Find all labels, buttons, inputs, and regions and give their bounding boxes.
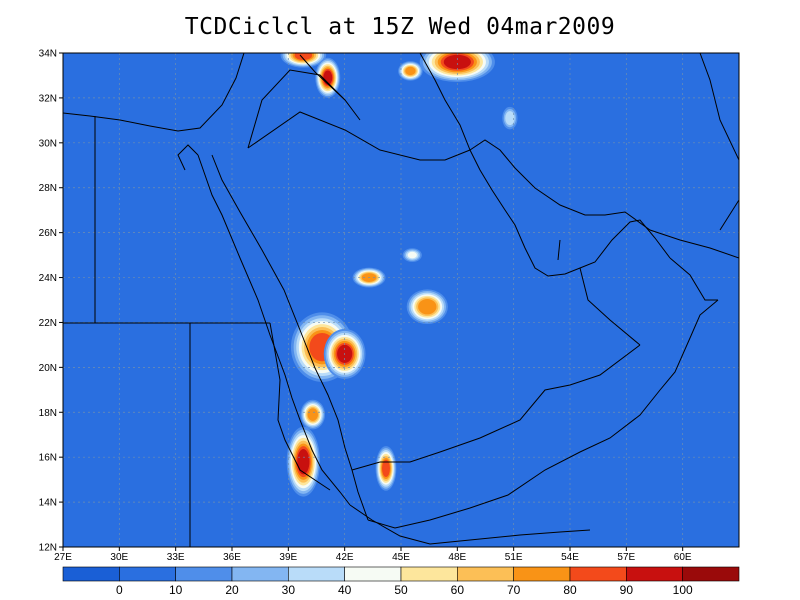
cloud-contour-100: [443, 54, 471, 70]
colorbar-swatch: [513, 566, 571, 582]
tick-label-lat: 14N: [39, 498, 57, 509]
colorbar-label: 40: [338, 583, 352, 597]
tick-label-lon: 48E: [448, 552, 466, 563]
coastline-gulf-of-aden: [367, 299, 719, 529]
coastline-iran-gulf: [469, 139, 739, 259]
tick-label-lat: 28N: [39, 183, 57, 194]
cloud-feature: [286, 426, 321, 497]
colorbar-label: 0: [116, 583, 123, 597]
border-saudi-oman-uae: [579, 267, 641, 346]
colorbar-swatch: [62, 566, 120, 582]
cloud-feature: [402, 248, 422, 262]
colorbar-label: 70: [507, 583, 521, 597]
colorbar-label: 80: [563, 583, 577, 597]
colorbar-label: 100: [673, 583, 693, 597]
cloud-contour-80: [418, 299, 437, 315]
colorbar-swatch: [175, 566, 233, 582]
cloud-feature: [502, 106, 518, 130]
colorbar-swatch: [569, 566, 627, 582]
border-syria-iraq: [299, 54, 346, 101]
tick-label-lat: 22N: [39, 318, 57, 329]
cloud-contour-90: [294, 53, 313, 61]
colorbar-swatch: [119, 566, 176, 582]
cloud-feature: [352, 267, 386, 288]
colorbar-swatch: [626, 566, 683, 582]
border-jordan-iraq: [247, 69, 361, 149]
coastline-gulf-of-suez: [177, 144, 199, 171]
coastline-horn-africa: [349, 504, 591, 545]
colorbar-swatch: [400, 566, 458, 582]
colorbar-label: 10: [169, 583, 183, 597]
coastlines-and-borders: [63, 53, 739, 547]
colorbar-swatch: [231, 566, 289, 582]
cloud-contour-40: [505, 111, 515, 126]
tick-label-lon: 33E: [167, 552, 185, 563]
tick-label-lon: 39E: [279, 552, 297, 563]
cloud-contour-80: [307, 408, 318, 421]
colorbar-label: 20: [225, 583, 239, 597]
cloud-feature: [315, 57, 341, 98]
tick-label-lat: 32N: [39, 93, 57, 104]
cloud-contour-100: [297, 448, 310, 475]
cloud-feature: [406, 289, 448, 325]
coastline-arabian-sea: [669, 257, 718, 301]
colorbar-label: 60: [451, 583, 465, 597]
colorbar-swatch: [288, 566, 345, 582]
tick-label-lon: 27E: [54, 552, 72, 563]
tick-label-lat: 18N: [39, 408, 57, 419]
tick-label-lat: 34N: [39, 49, 57, 60]
tick-label-lat: 30N: [39, 138, 57, 149]
border-saudi-yemen: [351, 344, 641, 471]
colorbar: 0 10 20 30 40 50 60 70 80 90 100: [62, 566, 740, 597]
coastline-mediterranean: [63, 53, 245, 132]
tick-label-lat: 20N: [39, 363, 57, 374]
gridlines: [63, 53, 739, 547]
coastline-red-sea-west: [197, 154, 351, 506]
colorbar-swatch: [682, 566, 740, 582]
tick-label-lon: 36E: [223, 552, 241, 563]
tick-label-lat: 24N: [39, 273, 57, 284]
tick-label-lon: 42E: [336, 552, 354, 563]
border-iran-afghan: [719, 199, 739, 231]
cloud-feature: [398, 61, 423, 81]
tick-label-lat: 16N: [39, 453, 57, 464]
colorbar-swatch: [457, 566, 514, 582]
colorbar-label: 90: [620, 583, 634, 597]
border-saudi-qatar: [557, 239, 561, 261]
axes: 27E 30E 33E 36E 39E 42E 45E 48E 51E 54E 57E 60E 12N 1…: [39, 49, 740, 563]
tick-label-lat: 26N: [39, 228, 57, 239]
tick-label-lon: 45E: [392, 552, 410, 563]
tick-label-lon: 57E: [617, 552, 635, 563]
tick-label-lon: 54E: [561, 552, 579, 563]
border-sudan-ethiopia: [269, 322, 331, 491]
cloud-feature: [419, 53, 495, 82]
tick-label-lon: 30E: [110, 552, 128, 563]
colorbar-label: 50: [394, 583, 408, 597]
tick-label-lon: 60E: [674, 552, 692, 563]
cloud-contour-50: [407, 251, 417, 259]
cloud-contour-80: [405, 66, 416, 76]
border-saudi-north: [247, 111, 471, 161]
cloud-contour-90: [381, 459, 390, 478]
colorbar-label: 30: [282, 583, 296, 597]
tick-label-lat: 12N: [39, 543, 57, 554]
coastline-persian-gulf: [469, 149, 671, 277]
map-title: TCDCiclcl at 15Z Wed 04mar2009: [184, 14, 616, 40]
cloud-feature: [375, 446, 397, 491]
tick-label-lon: 51E: [505, 552, 523, 563]
colorbar-swatch: [344, 566, 402, 582]
border-iraq-iran: [419, 53, 471, 151]
coast-caspian-south: [699, 53, 739, 161]
cloud-feature: [300, 399, 326, 430]
